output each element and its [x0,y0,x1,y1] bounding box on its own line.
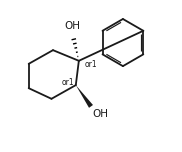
Text: OH: OH [64,21,80,31]
Text: OH: OH [92,109,108,119]
Text: or1: or1 [62,78,75,87]
Polygon shape [76,85,93,108]
Text: or1: or1 [84,60,97,69]
